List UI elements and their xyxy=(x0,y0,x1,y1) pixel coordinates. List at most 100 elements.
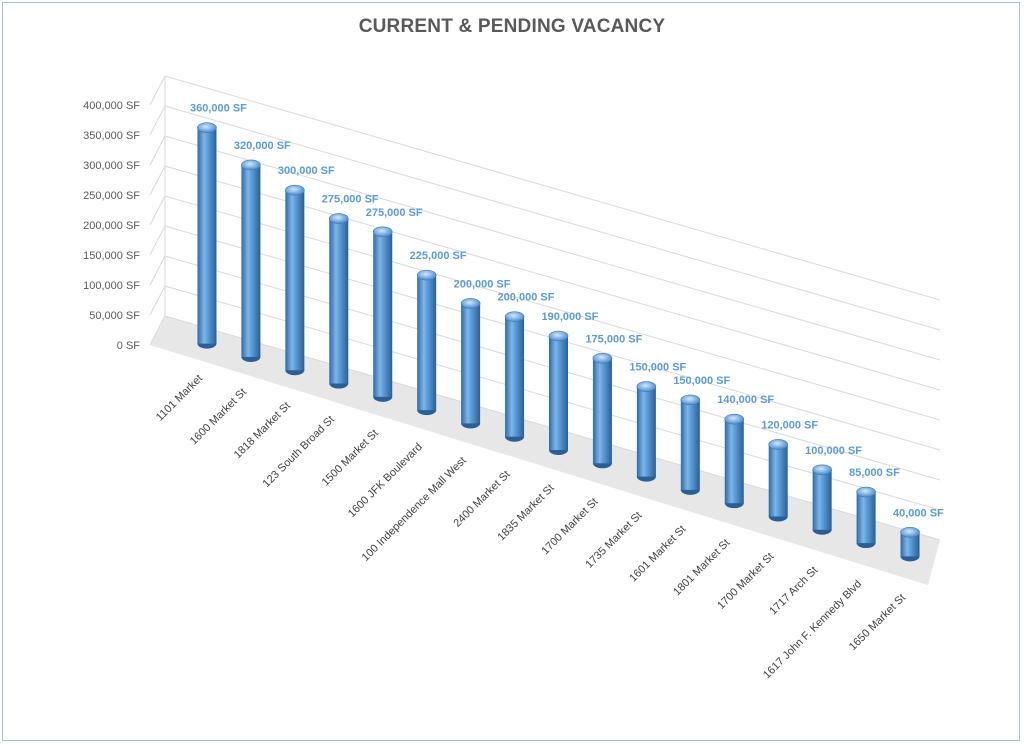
bar-body xyxy=(812,469,832,530)
bar xyxy=(548,330,569,455)
bar xyxy=(680,394,701,495)
data-label: 140,000 SF xyxy=(717,394,774,406)
bar-top xyxy=(724,413,745,425)
bar-body xyxy=(461,303,481,424)
bar-top xyxy=(592,352,613,364)
bar-top xyxy=(460,298,481,309)
bar-body xyxy=(549,336,568,450)
data-label: 120,000 SF xyxy=(761,419,818,431)
bar-body xyxy=(241,164,261,357)
x-tick-label: 1601 Market St xyxy=(627,523,688,584)
bar-body xyxy=(680,399,700,490)
bar-body xyxy=(329,218,349,384)
x-tick-label: 1835 Market St xyxy=(495,482,556,543)
gridline-side xyxy=(149,255,166,286)
x-tick-label: 1700 Market St xyxy=(715,551,776,612)
y-tick-label: 400,000 SF xyxy=(83,100,140,112)
bar xyxy=(197,122,217,349)
y-tick-label: 50,000 SF xyxy=(89,310,140,322)
bar xyxy=(768,439,789,522)
bar xyxy=(285,184,305,376)
chart-title: CURRENT & PENDING VACANCY xyxy=(358,16,666,37)
data-label: 150,000 SF xyxy=(673,375,730,387)
x-tick-label: 1818 Market St xyxy=(232,400,293,461)
gridline xyxy=(164,75,941,301)
bar xyxy=(592,352,613,469)
bar xyxy=(241,159,261,362)
bar-body xyxy=(592,358,612,464)
gridline xyxy=(164,135,941,361)
data-label: 85,000 SF xyxy=(849,467,900,479)
x-tick-label: 1801 Market St xyxy=(671,537,732,598)
x-tick-label: 1717 Arch St xyxy=(767,564,820,617)
data-label: 275,000 SF xyxy=(322,194,379,206)
x-tick-label: 1500 Market St xyxy=(320,427,381,488)
bar-body xyxy=(197,127,217,344)
bar-top xyxy=(285,184,305,196)
data-label: 360,000 SF xyxy=(190,103,247,115)
bar-body xyxy=(900,532,920,557)
bar xyxy=(636,381,657,482)
data-label: 190,000 SF xyxy=(542,311,599,323)
y-tick-label: 100,000 SF xyxy=(83,280,140,292)
bar-top xyxy=(372,226,393,238)
gridline-side xyxy=(149,105,166,136)
bar xyxy=(416,269,437,416)
x-tick-label: 1101 Market xyxy=(154,372,205,423)
bar xyxy=(328,213,349,389)
bar-body xyxy=(373,231,393,397)
bar-top xyxy=(504,311,525,323)
bar-body xyxy=(505,316,525,437)
data-label: 275,000 SF xyxy=(366,207,423,219)
y-tick-label: 350,000 SF xyxy=(83,130,140,142)
y-tick-label: 200,000 SF xyxy=(83,220,140,232)
gridline-side xyxy=(149,75,166,106)
x-tick-label: 1735 Market St xyxy=(583,510,644,571)
gridline-side xyxy=(149,285,166,316)
bar-top xyxy=(768,439,789,450)
x-tick-label: 1700 Market St xyxy=(539,496,600,557)
bar-body xyxy=(856,492,876,544)
x-tick-label: 2400 Market St xyxy=(451,468,512,529)
bar xyxy=(460,298,481,429)
bar-top xyxy=(197,122,217,133)
bar xyxy=(900,527,920,562)
bar xyxy=(504,311,525,442)
bar-body xyxy=(724,419,744,504)
data-label: 225,000 SF xyxy=(410,250,467,262)
gridline-side xyxy=(149,225,166,256)
data-label: 100,000 SF xyxy=(805,445,862,457)
bar-body xyxy=(636,386,656,477)
x-tick-label: 1600 Market St xyxy=(188,386,249,447)
data-label: 150,000 SF xyxy=(629,362,686,374)
gridline xyxy=(164,105,941,331)
data-label: 200,000 SF xyxy=(454,278,511,290)
data-label: 175,000 SF xyxy=(585,333,642,345)
bar-top xyxy=(812,464,832,476)
x-tick-label: 1650 Market St xyxy=(847,592,908,653)
bar-top xyxy=(241,159,261,171)
bar xyxy=(812,464,832,535)
bar-top xyxy=(636,381,657,392)
gridline-side xyxy=(149,135,166,166)
bar-top xyxy=(548,330,569,342)
y-tick-label: 150,000 SF xyxy=(83,250,140,262)
data-label: 200,000 SF xyxy=(498,292,555,304)
gridline-side xyxy=(149,165,166,196)
bar-body xyxy=(417,275,437,411)
x-tick-label: 100 Independence Mall West xyxy=(360,455,469,564)
bar-top xyxy=(900,527,920,538)
bar-top xyxy=(328,213,349,224)
x-tick-label: 1617 John F. Kennedy Blvd xyxy=(761,578,864,681)
bar-body xyxy=(285,190,305,371)
bar-top xyxy=(416,269,437,281)
y-tick-label: 250,000 SF xyxy=(83,190,140,202)
bar-layer xyxy=(197,122,920,562)
y-tick-label: 0 SF xyxy=(117,340,141,352)
bar xyxy=(724,413,745,509)
bar-top xyxy=(856,486,876,498)
gridline-side xyxy=(149,195,166,226)
label-layer: 360,000 SF 320,000 SF 300,000 SF 275,000 SF… xyxy=(190,103,944,520)
y-tick-label: 300,000 SF xyxy=(83,160,140,172)
